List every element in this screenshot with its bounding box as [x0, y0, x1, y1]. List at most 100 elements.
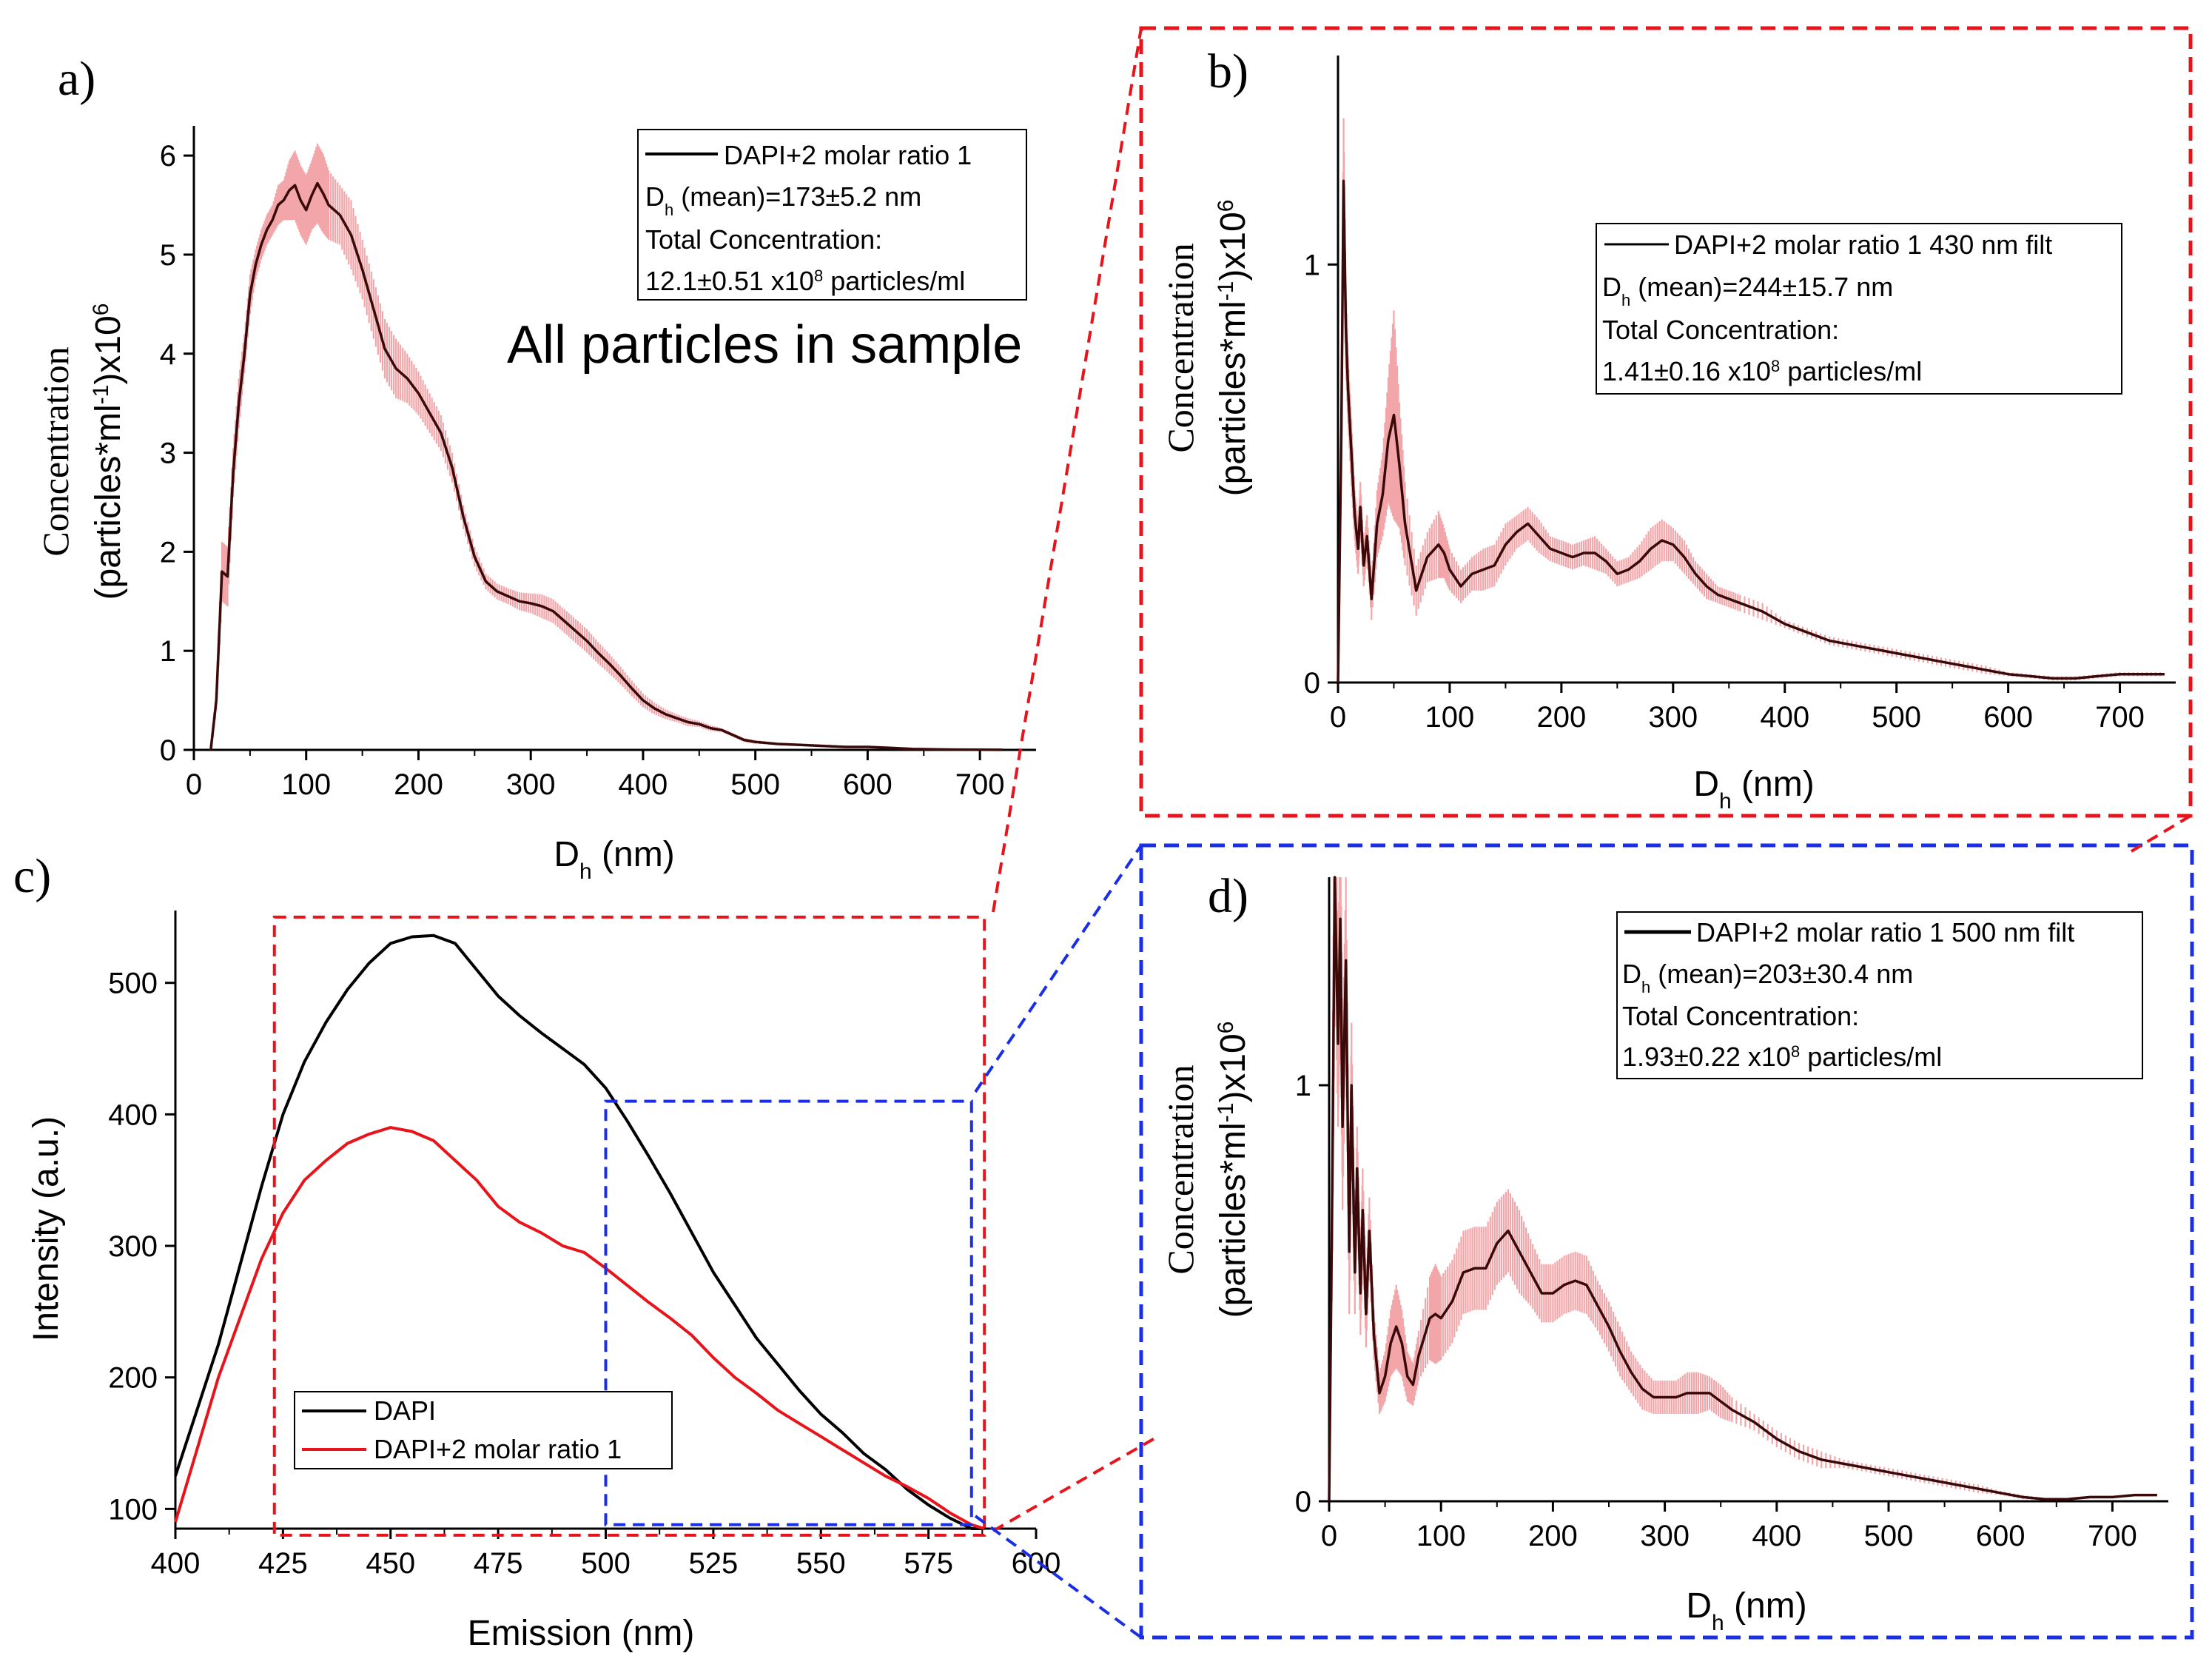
- panel-d-x-tick-label: 0: [1321, 1520, 1337, 1552]
- panel-a-series-line-0: [209, 181, 1003, 751]
- panel-a-label: a): [58, 52, 95, 106]
- panel-b-legend-series: DAPI+2 molar ratio 1 430 nm filt: [1674, 229, 2052, 260]
- panel-a-y-tick-label: 2: [160, 536, 176, 569]
- panel-a-legend: DAPI+2 molar ratio 1 Dh (mean)=173±5.2 n…: [637, 129, 1027, 301]
- panel-b-legend-box: [1596, 223, 2122, 395]
- panel-c-x-tick-label: 450: [366, 1547, 415, 1580]
- panel-c-legend-dapi2: DAPI+2 molar ratio 1: [374, 1434, 622, 1464]
- panel-b-ylabel-line1: Concentration: [1160, 243, 1201, 452]
- panel-b-x-tick-label: 200: [1536, 701, 1586, 734]
- panel-d-ylabel-line1: Concentration: [1160, 1065, 1201, 1274]
- panel-d-x-tick-label: 600: [1976, 1520, 2026, 1552]
- panel-b-x-tick-label: 300: [1648, 701, 1698, 734]
- panel-c-x-tick-label: 575: [904, 1547, 953, 1580]
- zoom-connectors: [974, 27, 2192, 1639]
- panel-d-legend: DAPI+2 molar ratio 1 500 nm filt Dh (mea…: [1616, 911, 2143, 1079]
- panel-d-y-tick-label: 1: [1295, 1070, 1311, 1102]
- panel-b-zoom-frame: [1139, 26, 2193, 818]
- panel-a-annotation: All particles in sample: [507, 315, 1022, 375]
- panel-c-y-tick-label: 300: [108, 1230, 158, 1263]
- panel-b-legend: DAPI+2 molar ratio 1 430 nm filt Dh (mea…: [1596, 223, 2122, 395]
- panel-b-y-axis-title: Concentration (particles*ml-1)x106: [1160, 200, 1253, 497]
- panel-b-x-tick-label: 600: [1983, 701, 2033, 734]
- panel-b-legend-dh: Dh (mean)=244±15.7 nm: [1602, 272, 1893, 309]
- panel-d-label: d): [1208, 869, 1248, 923]
- panel-c-y-tick-label: 500: [108, 968, 158, 1000]
- panel-a-ylabel-line1: Concentration: [35, 346, 76, 556]
- panel-a-y-axis-title: Concentration (particles*ml-1)x106: [35, 304, 128, 600]
- panel-c-x-tick-label: 550: [796, 1547, 846, 1580]
- panel-b-ylabel-line2: (particles*ml-1)x106: [1214, 200, 1254, 497]
- panel-d-x-tick-label: 200: [1528, 1520, 1578, 1552]
- panel-c-x-tick-label: 500: [581, 1547, 631, 1580]
- panel-a-y-tick-label: 0: [160, 734, 176, 767]
- panel-c-series-line-0: [174, 933, 985, 1530]
- panel-c: c) 400 425 450 475 500 525 550 575 6001002003004…: [13, 849, 1060, 1653]
- panel-a: a) 0 100 200 300 400 500 600 700 0 1 2 3 4 5 6 Concent…: [35, 52, 1036, 884]
- panel-b-x-tick-label: 700: [2095, 701, 2145, 734]
- panel-b-label: b): [1208, 44, 1248, 98]
- panel-c-x-tick-label: 475: [474, 1547, 523, 1580]
- panel-a-x-axis-title: Dh (nm): [554, 835, 674, 884]
- panel-a-legend-concentration: 12.1±0.51 x108 particles/ml: [645, 266, 965, 296]
- panel-c-y-axis-title: Intensity (a.u.): [27, 1116, 66, 1341]
- panel-d-legend-total-label: Total Concentration:: [1622, 1001, 1859, 1031]
- panel-a-x-tick-label: 600: [843, 768, 892, 801]
- panel-c-x-tick-label: 400: [151, 1547, 201, 1580]
- panel-a-x-tick-label: 300: [506, 768, 556, 801]
- red-connector-right: [2130, 814, 2192, 853]
- red-connector-bottom: [992, 1436, 1157, 1532]
- panel-a-plot-area: 0 100 200 300 400 500 600 700 0 1 2 3 4 5 6: [160, 126, 1036, 801]
- panel-b-legend-total-label: Total Concentration:: [1602, 315, 1839, 345]
- panel-a-y-tick-label: 5: [160, 239, 176, 272]
- blue-connector-bottom: [974, 1515, 1143, 1639]
- blue-connector-top: [974, 844, 1143, 1093]
- panel-d-x-tick-label: 700: [2088, 1520, 2137, 1552]
- panel-c-series-line-1: [174, 1126, 985, 1530]
- panel-c-plot-area: 400 425 450 475 500 525 550 575 6001002003004005…: [108, 911, 1060, 1580]
- panel-c-y-tick-label: 400: [108, 1099, 158, 1131]
- panel-a-y-tick-label: 6: [160, 140, 176, 172]
- panel-c-y-tick-label: 200: [108, 1362, 158, 1395]
- panel-d-y-tick-label: 0: [1295, 1486, 1311, 1518]
- panel-a-legend-series: DAPI+2 molar ratio 1: [724, 140, 972, 170]
- panel-a-x-tick-label: 100: [281, 768, 331, 801]
- panel-b-plot-area: 0 100 200 300 400 500 600 700 0 1: [1304, 56, 2176, 734]
- panel-c-legend-dapi: DAPI: [374, 1395, 436, 1426]
- panel-b-x-tick-label: 500: [1872, 701, 1921, 734]
- panel-b-x-tick-label: 100: [1425, 701, 1475, 734]
- panel-c-x-tick-label: 525: [689, 1547, 739, 1580]
- panel-c-legend-box: [294, 1391, 673, 1469]
- panel-a-ylabel-line2: (particles*ml-1)x106: [89, 304, 129, 600]
- panel-d-x-tick-label: 300: [1640, 1520, 1690, 1552]
- panel-d-legend-dh: Dh (mean)=203±30.4 nm: [1622, 959, 1913, 996]
- panel-d-y-axis-title: Concentration (particles*ml-1)x106: [1160, 1022, 1253, 1318]
- panel-b-x-tick-label: 400: [1760, 701, 1809, 734]
- panel-d-legend-series: DAPI+2 molar ratio 1 500 nm filt: [1696, 917, 2074, 948]
- panel-c-x-axis-title: Emission (nm): [468, 1614, 695, 1653]
- panel-d-zoom-frame: [1139, 843, 2194, 1640]
- panel-d-x-axis-title: Dh (nm): [1686, 1586, 1806, 1635]
- panel-a-x-tick-label: 500: [730, 768, 780, 801]
- panel-c-y-tick-label: 100: [108, 1493, 158, 1526]
- panel-b: b) 0 100 200 300 400 500 600 700 0 1 Concentratio…: [1139, 26, 2193, 818]
- panel-a-x-tick-label: 700: [955, 768, 1005, 801]
- panel-b-y-tick-label: 0: [1304, 667, 1320, 700]
- panel-c-blue-zoom-box: [604, 1099, 973, 1526]
- panel-d-ylabel-line2: (particles*ml-1)x106: [1214, 1022, 1254, 1318]
- panel-a-x-tick-label: 200: [394, 768, 443, 801]
- panel-a-legend-dh: Dh (mean)=173±5.2 nm: [645, 181, 921, 219]
- panel-a-x-tick-label: 0: [186, 768, 202, 801]
- panel-d-plot-area: 0 100 200 300 400 500 600 700 0 1: [1295, 876, 2168, 1552]
- red-connector-top: [992, 27, 1143, 913]
- panel-d: d) 0 100 200 300 400 500 600 700 0 1 Concentratio…: [1139, 843, 2194, 1640]
- panel-b-x-axis-title: Dh (nm): [1693, 765, 1814, 814]
- panel-c-label: c): [13, 849, 51, 903]
- panel-a-y-tick-label: 3: [160, 437, 176, 470]
- panel-b-series-line-0: [1337, 179, 2165, 683]
- panel-a-y-tick-label: 1: [160, 635, 176, 668]
- panel-c-x-tick-label: 425: [258, 1547, 308, 1580]
- panel-a-legend-box: [637, 129, 1027, 301]
- panel-d-x-tick-label: 100: [1416, 1520, 1466, 1552]
